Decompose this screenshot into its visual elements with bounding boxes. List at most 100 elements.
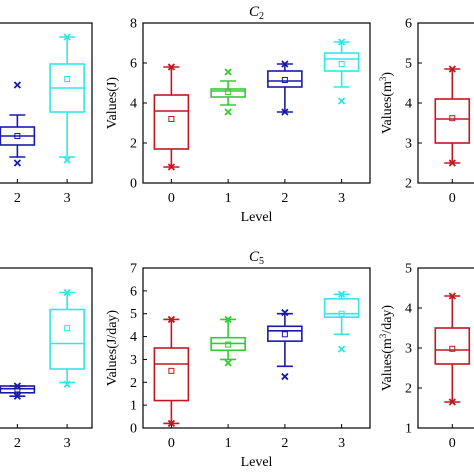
box-level-1	[210, 315, 246, 367]
box-iqr	[153, 347, 190, 402]
box-level-0	[153, 63, 190, 171]
mean-marker	[449, 345, 456, 352]
panel-6: 1 2 3 4 5 0 Values(m3/day)	[378, 262, 474, 451]
y-tick-label: 2	[130, 137, 137, 152]
y-tick-label: 0	[130, 422, 137, 437]
y-axis-label: Values(J/day)	[105, 310, 120, 387]
max-marker	[337, 290, 346, 298]
mean-marker	[449, 115, 456, 122]
min-marker	[281, 372, 289, 381]
max-marker	[337, 38, 346, 46]
y-tick-label: 2	[130, 376, 137, 391]
min-marker	[167, 163, 176, 171]
box-level-0	[434, 65, 471, 167]
min-marker	[281, 108, 289, 116]
mean-marker	[168, 367, 175, 374]
x-tick-label: 3	[64, 191, 71, 206]
x-tick-label: 0	[168, 436, 175, 451]
max-marker	[13, 382, 22, 390]
axes-frame	[142, 267, 371, 429]
y-tick-label: 2	[405, 382, 412, 397]
y-tick-label: 4	[405, 97, 412, 112]
min-marker	[13, 159, 22, 167]
box-level-3	[323, 290, 360, 353]
y-tick-label: 3	[405, 137, 412, 152]
max-marker	[63, 288, 71, 297]
x-axis-label: Level	[241, 210, 273, 225]
box-iqr	[153, 94, 190, 150]
mean-marker	[281, 331, 288, 338]
min-marker	[224, 359, 232, 367]
axes-frame	[142, 22, 371, 184]
box-iqr	[434, 98, 471, 144]
mean-marker	[338, 61, 345, 67]
box-iqr	[323, 298, 360, 318]
box-level-0	[153, 315, 190, 428]
box-iqr	[267, 325, 303, 342]
x-tick-label: 3	[338, 191, 345, 206]
min-marker	[63, 156, 71, 164]
y-tick-label: 4	[130, 97, 137, 112]
mean-marker	[64, 76, 71, 82]
max-marker	[63, 33, 71, 41]
x-tick-label: 2	[281, 436, 288, 451]
max-marker	[224, 68, 232, 76]
y-tick-label: 0	[130, 177, 137, 192]
max-marker	[224, 315, 232, 324]
y-tick-label: 6	[405, 17, 412, 32]
mean-marker	[225, 341, 232, 348]
min-marker	[448, 159, 456, 167]
mean-marker	[338, 310, 345, 317]
y-axis-label: Values(m3/day)	[378, 305, 395, 391]
axes-frame	[0, 22, 93, 184]
x-tick-label: 3	[64, 436, 71, 451]
y-tick-label: 2	[405, 177, 412, 192]
x-tick-label: 2	[14, 436, 21, 451]
x-tick-label: 2	[14, 191, 21, 206]
panel-5: 0 1 2 3 4 5 6 7 0 1 2 3 C5 Level Values(J/day)	[105, 249, 371, 470]
max-marker	[167, 63, 176, 71]
box-level-3	[49, 288, 85, 388]
y-tick-label: 4	[405, 302, 412, 317]
box-level-2	[0, 382, 36, 400]
min-marker	[167, 419, 176, 428]
mean-marker	[281, 77, 288, 83]
box-level-3	[323, 38, 360, 105]
x-tick-label: 0	[449, 191, 456, 206]
y-axis-label: Values(m3)	[378, 72, 395, 134]
x-tick-label: 1	[225, 436, 232, 451]
x-tick-label: 0	[168, 191, 175, 206]
panel-3: 2 3 4 5 6 0 Values(m3)	[378, 17, 474, 206]
box-level-1	[210, 68, 246, 116]
box-iqr	[434, 327, 471, 365]
axes-frame	[417, 22, 474, 184]
min-marker	[63, 380, 71, 388]
mean-marker	[225, 89, 232, 95]
max-marker	[448, 65, 456, 73]
max-marker	[167, 315, 176, 324]
mean-marker	[168, 116, 175, 122]
y-tick-label: 5	[405, 262, 412, 277]
min-marker	[13, 392, 22, 400]
y-tick-label: 1	[405, 422, 412, 437]
box-level-0	[434, 292, 471, 406]
max-marker	[448, 292, 456, 300]
box-level-2	[0, 81, 36, 167]
box-level-3	[49, 33, 85, 164]
y-axis-label: Values(J)	[105, 77, 120, 129]
max-marker	[281, 60, 289, 68]
x-tick-label: 2	[281, 191, 288, 206]
y-tick-label: 5	[405, 57, 412, 72]
box-level-2	[267, 60, 303, 116]
min-marker	[448, 398, 456, 406]
x-tick-label: 1	[225, 191, 232, 206]
max-marker	[13, 81, 22, 89]
chart-title: C5	[249, 249, 264, 267]
mean-marker	[14, 133, 21, 139]
min-marker	[224, 108, 232, 116]
max-marker	[281, 308, 289, 317]
y-tick-label: 7	[130, 262, 137, 277]
box-iqr	[323, 52, 360, 72]
